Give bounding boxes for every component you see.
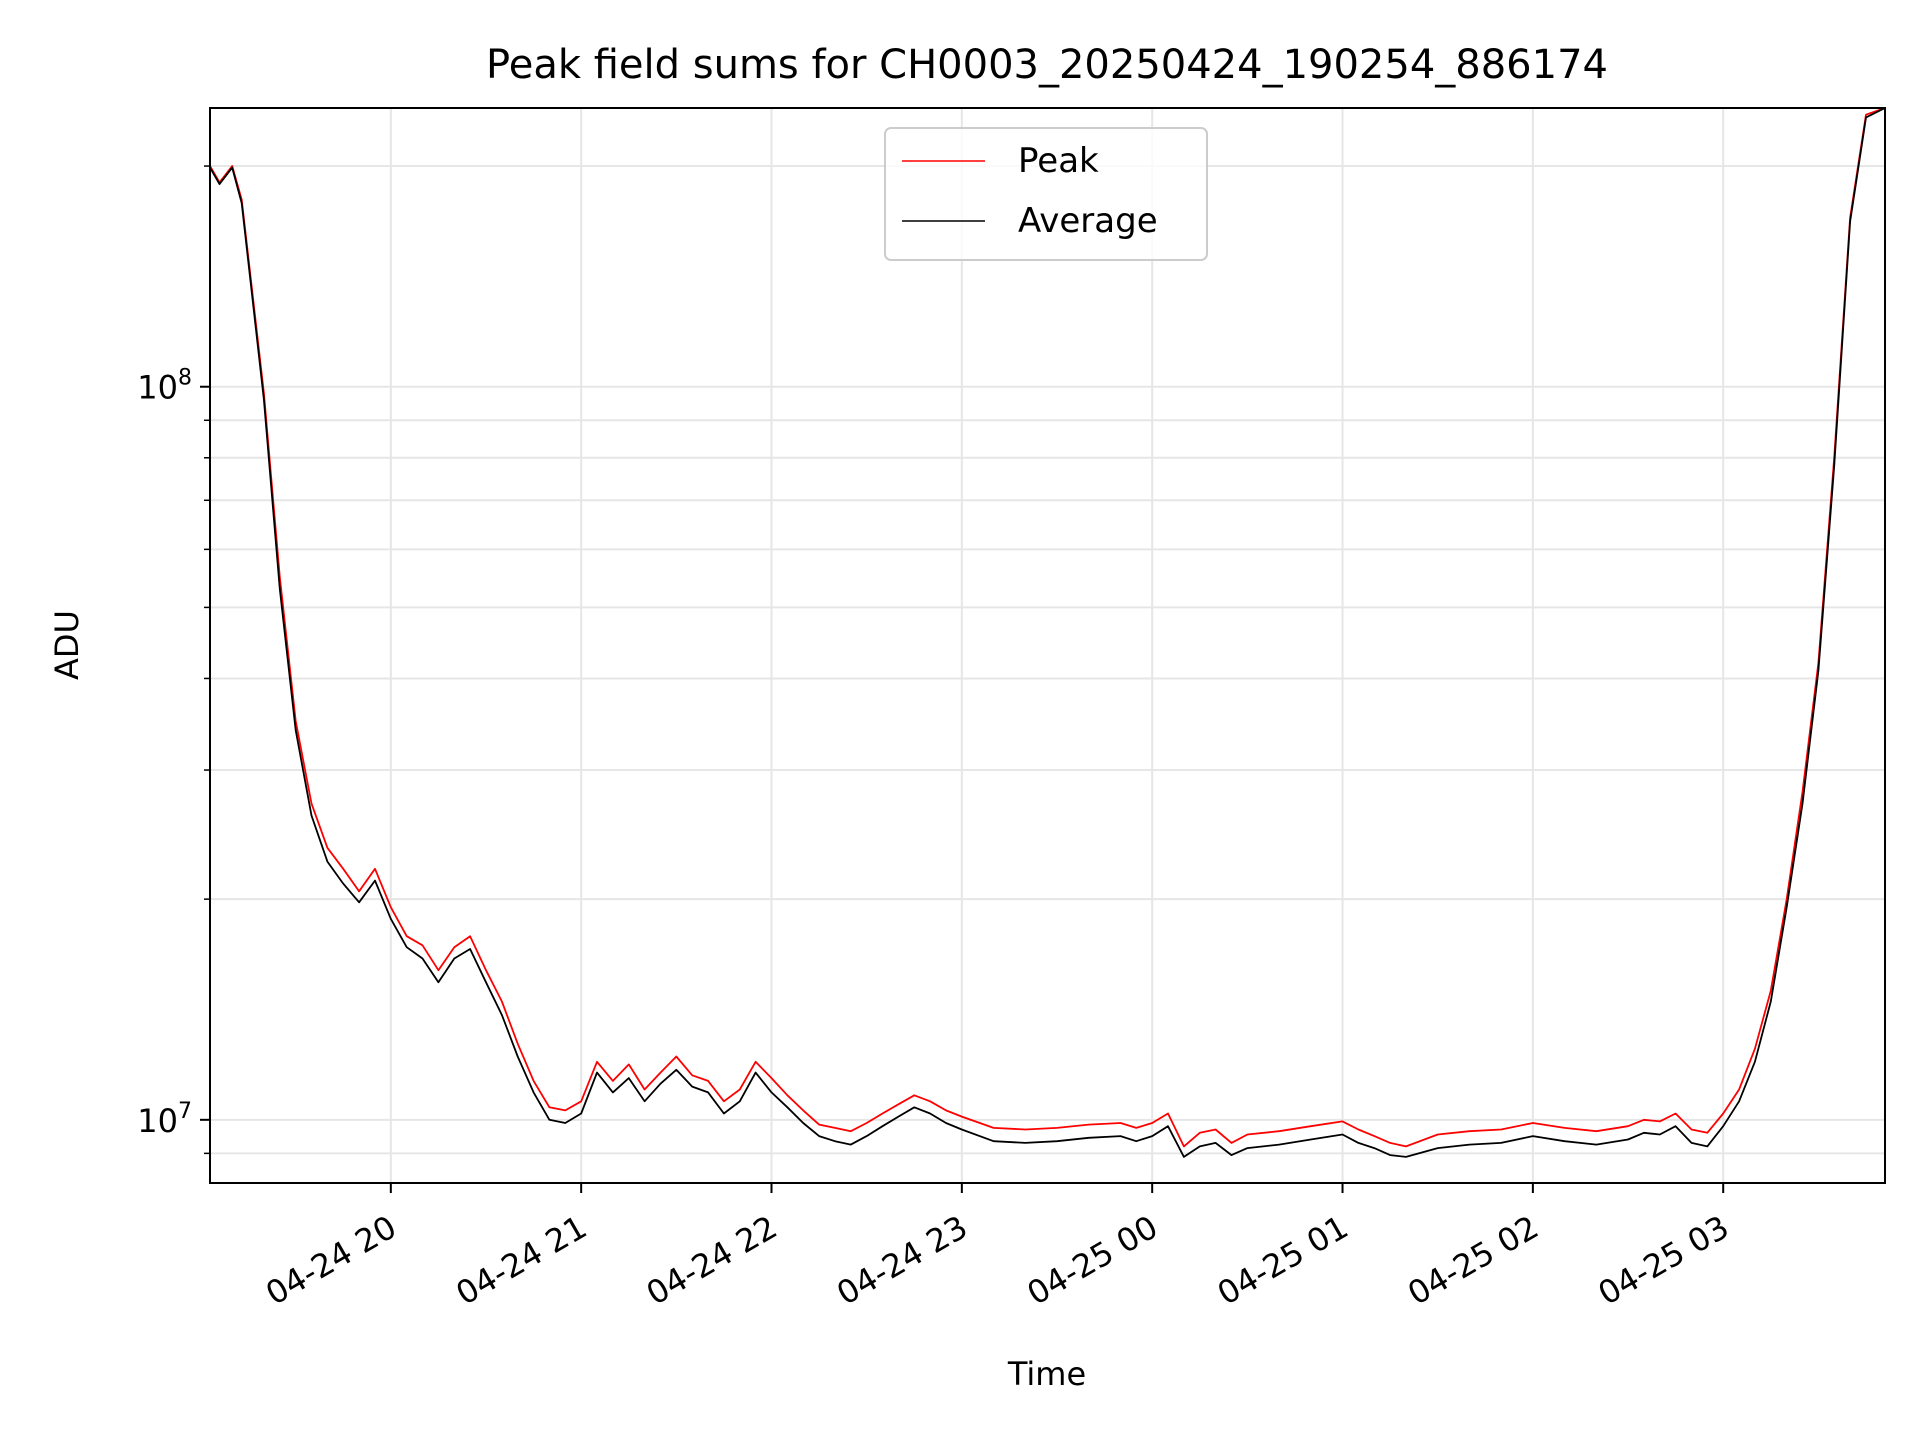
y-tick-label: 108 (137, 366, 192, 407)
plot-frame (209, 107, 1886, 1184)
series-line-peak (209, 107, 1886, 1148)
chart-title: Peak field sums for CH0003_20250424_1902… (486, 42, 1608, 88)
series-layer (209, 107, 1886, 1158)
y-tick-label: 107 (137, 1099, 192, 1140)
grid (210, 108, 1885, 1183)
legend-label-peak: Peak (1018, 141, 1099, 181)
y-tick-base: 10 (137, 1102, 178, 1140)
y-tick-exponent: 7 (178, 1099, 192, 1124)
y-tick-base: 10 (137, 369, 178, 407)
x-axis-label: Time (1007, 1355, 1086, 1393)
legend: Peak Average (884, 127, 1208, 261)
y-tick-exponent: 8 (178, 366, 192, 391)
y-axis-label: ADU (48, 610, 86, 680)
series-line-average (209, 107, 1886, 1158)
legend-label-average: Average (1018, 201, 1158, 241)
